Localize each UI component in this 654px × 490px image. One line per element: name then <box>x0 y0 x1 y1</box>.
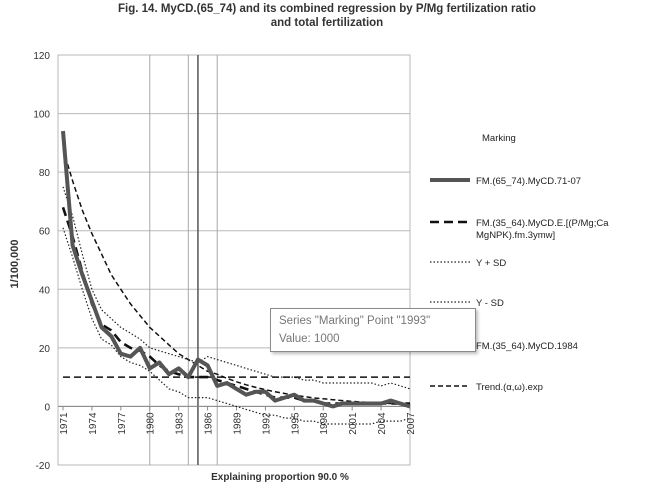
legend-label-5: Trend.(α,ω).exp <box>476 382 543 393</box>
x-tick-label-5: 1986 <box>204 412 215 435</box>
x-tick-label-9: 1998 <box>319 412 330 435</box>
x-tick-label-1: 1974 <box>88 412 99 435</box>
x-tick-label-11: 2004 <box>377 412 388 435</box>
x-tick-label-2: 1977 <box>117 412 128 435</box>
x-tick-label-6: 1989 <box>233 412 244 435</box>
legend-label-0: FM.(65_74).MyCD.71-07 <box>476 176 581 187</box>
series-line-2 <box>62 186 411 390</box>
x-tick-label-0: 1971 <box>59 412 70 435</box>
series-line-1 <box>61 206 410 405</box>
y-tick-label-7: 120 <box>33 51 50 62</box>
data-tooltip: Series "Marking" Point "1993" Value: 100… <box>270 308 476 352</box>
y-tick-label-1: 0 <box>44 402 50 413</box>
chart-title-line-2: and total fertilization <box>270 17 384 29</box>
x-tick-label-4: 1983 <box>175 412 186 435</box>
tooltip-line-2: Value: 1000 <box>279 333 340 345</box>
y-tick-label-6: 100 <box>33 110 50 121</box>
y-tick-label-4: 60 <box>39 227 51 238</box>
series-line-5 <box>62 148 411 405</box>
x-tick-label-8: 1995 <box>290 412 301 435</box>
legend-label-1: FM.(35_64).MyCD.E.[(P/Mg;Ca MgNPK).fm.3ym… <box>476 218 609 241</box>
y-tick-label-3: 40 <box>39 285 51 296</box>
chart-title-line-1: Fig. 14. MyCD.(65_74) and its combined r… <box>118 3 536 15</box>
tooltip-line-1: Series "Marking" Point "1993" <box>279 315 431 327</box>
chart-title: Fig. 14. MyCD.(65_74) and its combined r… <box>0 2 654 30</box>
series-line-3 <box>62 227 411 425</box>
x-tick-label-7: 1992 <box>261 412 272 435</box>
y-tick-label-5: 80 <box>39 168 51 179</box>
legend-label-3: Y - SD <box>476 298 504 309</box>
y-tick-label-2: 20 <box>39 344 51 355</box>
x-tick-label-12: 2007 <box>406 412 417 435</box>
x-axis-caption: Explaining proportion 90.0 % <box>211 472 349 483</box>
legend-label-4: FM.(35_64).MyCD.1984 <box>476 341 578 352</box>
plot-frame <box>57 54 411 466</box>
series-line-0 <box>61 130 411 409</box>
x-tick-label-10: 2001 <box>348 412 359 435</box>
y-tick-label-0: -20 <box>36 461 51 472</box>
legend-title: Marking <box>482 133 516 144</box>
x-tick-label-3: 1980 <box>146 412 157 435</box>
legend-label-2: Y + SD <box>476 258 506 269</box>
